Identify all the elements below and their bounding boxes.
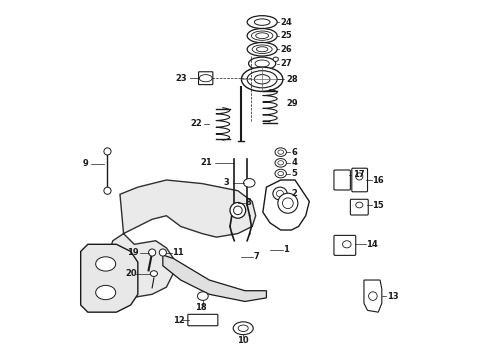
Text: 29: 29 [286, 99, 298, 108]
Text: 5: 5 [292, 169, 297, 178]
Ellipse shape [96, 257, 116, 271]
FancyBboxPatch shape [352, 168, 368, 192]
Polygon shape [92, 180, 256, 298]
Text: 25: 25 [281, 31, 293, 40]
Ellipse shape [273, 57, 278, 62]
FancyBboxPatch shape [188, 314, 218, 326]
Ellipse shape [273, 187, 287, 200]
Text: 8: 8 [245, 198, 251, 207]
Text: 17: 17 [353, 170, 365, 179]
Text: 23: 23 [175, 74, 187, 83]
Ellipse shape [254, 19, 270, 25]
Ellipse shape [356, 173, 363, 180]
Ellipse shape [256, 33, 269, 39]
Ellipse shape [251, 31, 273, 40]
Ellipse shape [244, 179, 255, 187]
Ellipse shape [356, 202, 363, 208]
Text: 3: 3 [223, 178, 229, 187]
Ellipse shape [275, 148, 287, 157]
Ellipse shape [275, 158, 287, 167]
Text: 19: 19 [127, 248, 139, 257]
FancyBboxPatch shape [334, 235, 356, 255]
Ellipse shape [275, 169, 287, 178]
Ellipse shape [248, 57, 276, 70]
Ellipse shape [242, 67, 283, 91]
Polygon shape [364, 280, 382, 312]
Ellipse shape [247, 42, 277, 56]
Ellipse shape [247, 71, 277, 88]
Ellipse shape [247, 16, 277, 28]
Text: 15: 15 [372, 201, 384, 210]
FancyBboxPatch shape [198, 72, 213, 85]
Text: 24: 24 [281, 18, 293, 27]
Ellipse shape [252, 45, 272, 54]
Text: 2: 2 [292, 189, 297, 198]
Text: 27: 27 [281, 59, 293, 68]
Text: 4: 4 [292, 158, 297, 167]
Text: 11: 11 [172, 248, 184, 257]
Ellipse shape [199, 75, 212, 82]
Ellipse shape [278, 150, 284, 154]
Text: 21: 21 [200, 158, 212, 167]
Ellipse shape [368, 292, 377, 300]
Ellipse shape [104, 187, 111, 194]
Ellipse shape [96, 285, 116, 300]
Polygon shape [263, 180, 309, 230]
Ellipse shape [278, 171, 284, 176]
Polygon shape [163, 255, 267, 301]
Ellipse shape [197, 292, 208, 300]
Ellipse shape [150, 271, 157, 276]
Ellipse shape [234, 206, 242, 215]
Ellipse shape [238, 325, 248, 332]
Text: 26: 26 [281, 45, 293, 54]
Text: 9: 9 [82, 159, 88, 168]
Text: 16: 16 [372, 176, 384, 185]
Ellipse shape [247, 28, 277, 43]
Text: 22: 22 [191, 120, 202, 129]
Ellipse shape [148, 249, 156, 256]
FancyBboxPatch shape [350, 199, 368, 215]
Text: 7: 7 [253, 252, 259, 261]
Text: 13: 13 [387, 292, 398, 301]
Text: 1: 1 [283, 245, 289, 254]
Ellipse shape [255, 60, 270, 67]
Text: 6: 6 [292, 148, 297, 157]
Ellipse shape [233, 322, 253, 335]
Text: 14: 14 [367, 240, 378, 249]
Ellipse shape [159, 249, 167, 256]
Text: 20: 20 [125, 269, 137, 278]
FancyBboxPatch shape [334, 170, 350, 190]
Text: 12: 12 [173, 315, 185, 324]
Text: 18: 18 [195, 303, 207, 312]
Ellipse shape [276, 190, 284, 197]
Ellipse shape [254, 75, 270, 84]
Ellipse shape [230, 203, 245, 218]
Ellipse shape [283, 198, 293, 208]
Ellipse shape [343, 241, 351, 248]
Polygon shape [81, 244, 138, 312]
Ellipse shape [256, 47, 268, 52]
Ellipse shape [278, 161, 284, 165]
Text: 28: 28 [286, 75, 298, 84]
Ellipse shape [278, 193, 298, 213]
Text: 10: 10 [237, 336, 248, 345]
Ellipse shape [104, 148, 111, 155]
